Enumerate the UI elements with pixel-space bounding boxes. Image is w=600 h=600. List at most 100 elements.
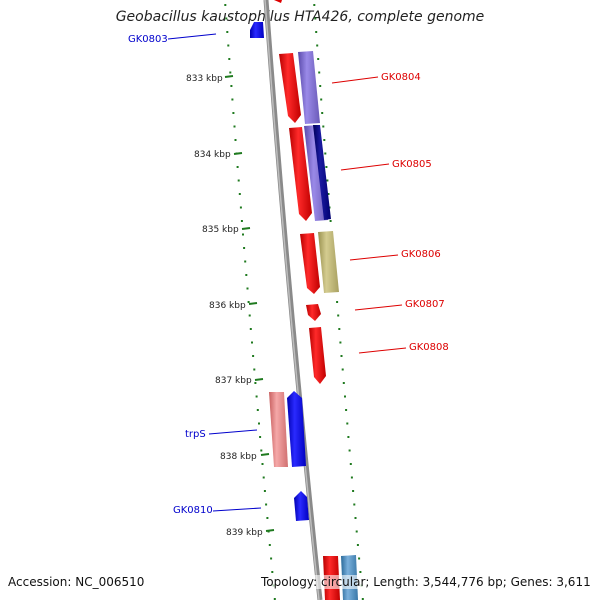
rail-dot — [232, 112, 235, 114]
rail-dot — [337, 314, 340, 317]
rail-dot — [255, 395, 258, 398]
rail-dot — [258, 422, 260, 425]
rail-dot — [342, 382, 345, 384]
gene-GK0810-arrow[interactable] — [294, 491, 309, 521]
gene-GK0804-arrow[interactable] — [279, 53, 301, 123]
rail-dot — [348, 449, 351, 452]
rail-dot — [265, 503, 268, 506]
gene-GK0807-leader — [354, 304, 403, 311]
rail-dot — [340, 355, 343, 357]
rail-dot — [227, 44, 230, 47]
rail-dot — [316, 44, 319, 47]
rail-dot — [244, 260, 247, 263]
tick-label-838: 838 kbp — [220, 452, 257, 462]
rail-dot — [345, 409, 348, 411]
rail-dot — [318, 71, 321, 74]
rail-dot — [344, 395, 346, 398]
rail-dot — [228, 58, 231, 60]
rail-dot — [347, 436, 350, 438]
rail-dot — [246, 287, 249, 290]
gene-GK0806[interactable]: GK0806 — [300, 231, 441, 294]
tick-mark — [224, 75, 234, 78]
gene-GK0808-arrow[interactable] — [309, 327, 326, 384]
gene-GK0806-label[interactable]: GK0806 — [401, 249, 441, 260]
tick-mark — [265, 529, 275, 532]
rail-dot — [313, 4, 316, 6]
gene-GK0808[interactable]: GK0808 — [309, 327, 449, 384]
gene-trpS-label[interactable]: trpS — [185, 429, 206, 440]
rail-dot — [261, 463, 264, 465]
rail-dot — [230, 85, 233, 87]
rail-dot — [271, 571, 274, 573]
gene-GK0805-arrow[interactable] — [289, 127, 312, 221]
genes-label: Genes: — [510, 575, 553, 589]
tick-mark — [248, 302, 258, 305]
rail-dot — [256, 409, 259, 411]
rail-dot — [268, 544, 271, 546]
rail-dot — [338, 328, 341, 330]
rail-dot — [327, 193, 330, 195]
rail-dot — [358, 557, 361, 560]
rail-dot — [259, 436, 262, 438]
gene-trpS-arrow[interactable] — [287, 391, 306, 467]
rail-dot — [253, 368, 256, 371]
accession-info: Accession: NC_006510 — [8, 575, 144, 589]
genes-value: 3,611 — [556, 575, 591, 589]
gene-GK0805[interactable]: GK0805 — [289, 125, 432, 221]
rail-dot — [262, 476, 265, 479]
gene-GK0810[interactable]: GK0810 — [173, 491, 309, 521]
rail-dot — [237, 179, 240, 182]
tick-label-836: 836 kbp — [209, 301, 246, 311]
gene-GK0807-label[interactable]: GK0807 — [405, 299, 445, 310]
rail-dot — [273, 598, 276, 600]
rail-dot — [336, 301, 339, 303]
rail-dot — [243, 247, 246, 249]
rail-dot — [326, 179, 329, 182]
gene-GK0810-label[interactable]: GK0810 — [173, 505, 213, 516]
tick-mark — [260, 453, 270, 456]
gene-trpS[interactable]: trpS — [185, 391, 306, 467]
rail-dot — [354, 517, 357, 519]
gene-GK0803-label[interactable]: GK0803 — [128, 34, 168, 45]
tick-label-835: 835 kbp — [202, 225, 239, 235]
genome-backbone — [263, 0, 323, 600]
gene-GK0803-arrow[interactable] — [250, 22, 264, 38]
rail-dot — [229, 71, 232, 74]
rail-dot — [236, 166, 239, 168]
gene-trpS-feature — [269, 392, 288, 467]
inner-dotted-rail — [224, 4, 276, 600]
kbp-ticks: 833 kbp 834 kbp 835 kbp 836 kbp 837 kbp … — [186, 74, 275, 538]
tick-mark — [233, 152, 243, 155]
rail-dot — [242, 233, 244, 236]
gene-GK0807[interactable]: GK0807 — [306, 299, 445, 321]
tick-label-837: 837 kbp — [215, 376, 252, 386]
genome-info: Topology: circular; Length: 3,544,776 bp… — [261, 575, 591, 589]
rail-dot — [321, 112, 324, 114]
gene-GK0805-label[interactable]: GK0805 — [392, 159, 432, 170]
gene-GK0804[interactable]: GK0804 — [279, 51, 421, 124]
rail-dot — [359, 571, 362, 573]
gene-GK0805-feature-dark — [313, 125, 331, 220]
rail-dot — [239, 206, 242, 209]
rail-dot — [350, 476, 353, 479]
gene-GK0807-arrow[interactable] — [306, 304, 321, 321]
gene-GK0804-feature — [298, 51, 320, 124]
gene-GK0804-label[interactable]: GK0804 — [381, 72, 421, 83]
rail-dot — [315, 31, 318, 33]
rail-dot — [254, 382, 257, 384]
length-value: 3,544,776 bp — [422, 575, 503, 589]
tick-mark — [254, 378, 264, 381]
gene-GK0806-arrow[interactable] — [300, 233, 320, 294]
gene-GK0806-feature — [318, 231, 339, 293]
rail-dot — [260, 449, 263, 452]
rail-dot — [248, 314, 251, 317]
rail-dot — [346, 422, 349, 425]
gene-GK0803-leader — [167, 33, 217, 40]
topology-value: circular — [320, 575, 366, 589]
rail-dot — [329, 220, 332, 222]
gene-GK0803[interactable]: GK0803 — [128, 22, 264, 45]
top-gene-fragment — [274, 0, 282, 3]
rail-dot — [361, 598, 364, 600]
gene-GK0808-label[interactable]: GK0808 — [409, 342, 449, 353]
gene-GK0808-leader — [358, 347, 407, 354]
